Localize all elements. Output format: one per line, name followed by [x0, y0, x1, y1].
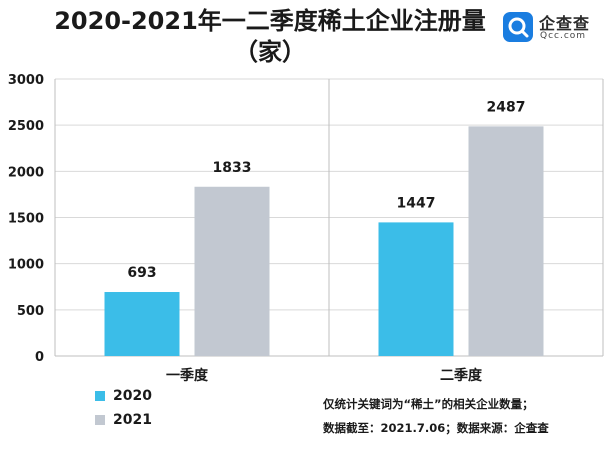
legend-label-2021: 2021: [113, 412, 152, 428]
bar-2021-1: [194, 186, 270, 356]
data-label: 1833: [213, 160, 252, 176]
legend-item-2021: 2021: [95, 412, 152, 428]
y-tick-label: 2000: [8, 165, 44, 180]
y-tick-label: 0: [35, 350, 44, 365]
y-tick-label: 3000: [8, 73, 44, 88]
y-tick-label: 500: [17, 304, 44, 319]
y-tick-label: 2500: [8, 119, 44, 134]
logo-domain: Qcc.com: [540, 31, 587, 41]
y-tick-label: 1500: [8, 212, 44, 227]
data-label: 693: [127, 265, 156, 281]
x-tick-label: 二季度: [440, 367, 483, 384]
legend-swatch-2020: [95, 391, 105, 401]
data-label: 1447: [397, 195, 436, 211]
bar-2020-2: [378, 222, 454, 356]
chart-title: 2020-2021年一二季度稀土企业注册量（家）: [54, 7, 486, 66]
qcc-logo: 企查查 Qcc.com: [503, 10, 603, 46]
legend-swatch-2021: [95, 415, 105, 425]
logo-text: 企查查: [539, 14, 591, 33]
x-tick-label: 一季度: [166, 367, 209, 384]
footnote-source: 数据截至：2021.7.06；数据来源：企查查: [323, 421, 549, 435]
legend-item-2020: 2020: [95, 388, 152, 404]
bar-2020-1: [104, 292, 180, 356]
footnote-scope: 仅统计关键词为“稀土”的相关企业数量；: [323, 397, 534, 411]
data-label: 2487: [487, 99, 526, 115]
y-tick-label: 1000: [8, 258, 44, 273]
legend-label-2020: 2020: [113, 388, 152, 404]
magnifier-logo-icon: [503, 12, 533, 42]
bar-2021-2: [468, 126, 544, 356]
